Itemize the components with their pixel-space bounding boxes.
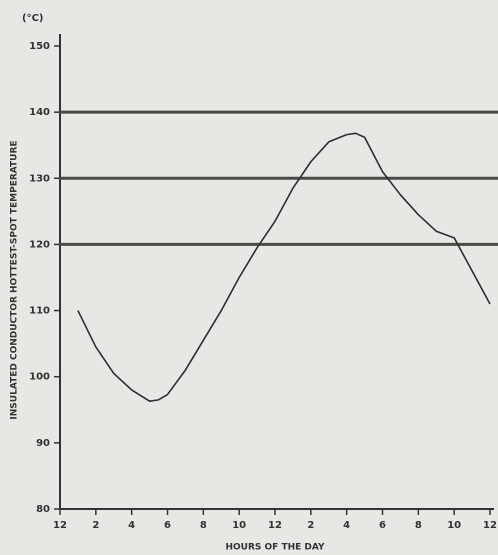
x-tick-label: 4	[128, 520, 135, 531]
x-axis-label: HOURS OF THE DAY	[225, 543, 324, 553]
x-tick-label: 10	[232, 520, 246, 531]
x-tick-label: 4	[343, 520, 350, 531]
y-tick-label: 110	[29, 306, 50, 317]
y-axis-label: INSULATED CONDUCTOR HOTTEST-SPOT TEMPERA…	[10, 140, 20, 419]
y-tick-label: 80	[36, 504, 50, 515]
x-tick-label: 10	[447, 520, 461, 531]
y-unit: (°C)	[22, 13, 43, 24]
x-tick-label: 2	[307, 520, 314, 531]
x-tick-label: 2	[92, 520, 99, 531]
x-tick-label: 6	[164, 520, 171, 531]
y-tick-label: 150	[29, 41, 50, 52]
y-tick-label: 90	[36, 438, 50, 449]
x-tick-label: 12	[53, 520, 67, 531]
y-tick-label: 130	[29, 173, 50, 184]
y-tick-label: 140	[29, 107, 50, 118]
y-tick-label: 100	[29, 372, 50, 383]
x-tick-label: 6	[379, 520, 386, 531]
y-tick-label: 120	[29, 239, 50, 250]
x-tick-label: 12	[268, 520, 282, 531]
x-tick-label: 8	[415, 520, 422, 531]
x-tick-label: 8	[200, 520, 207, 531]
temperature-line	[77, 132, 491, 402]
x-tick-label: 12	[483, 520, 497, 531]
